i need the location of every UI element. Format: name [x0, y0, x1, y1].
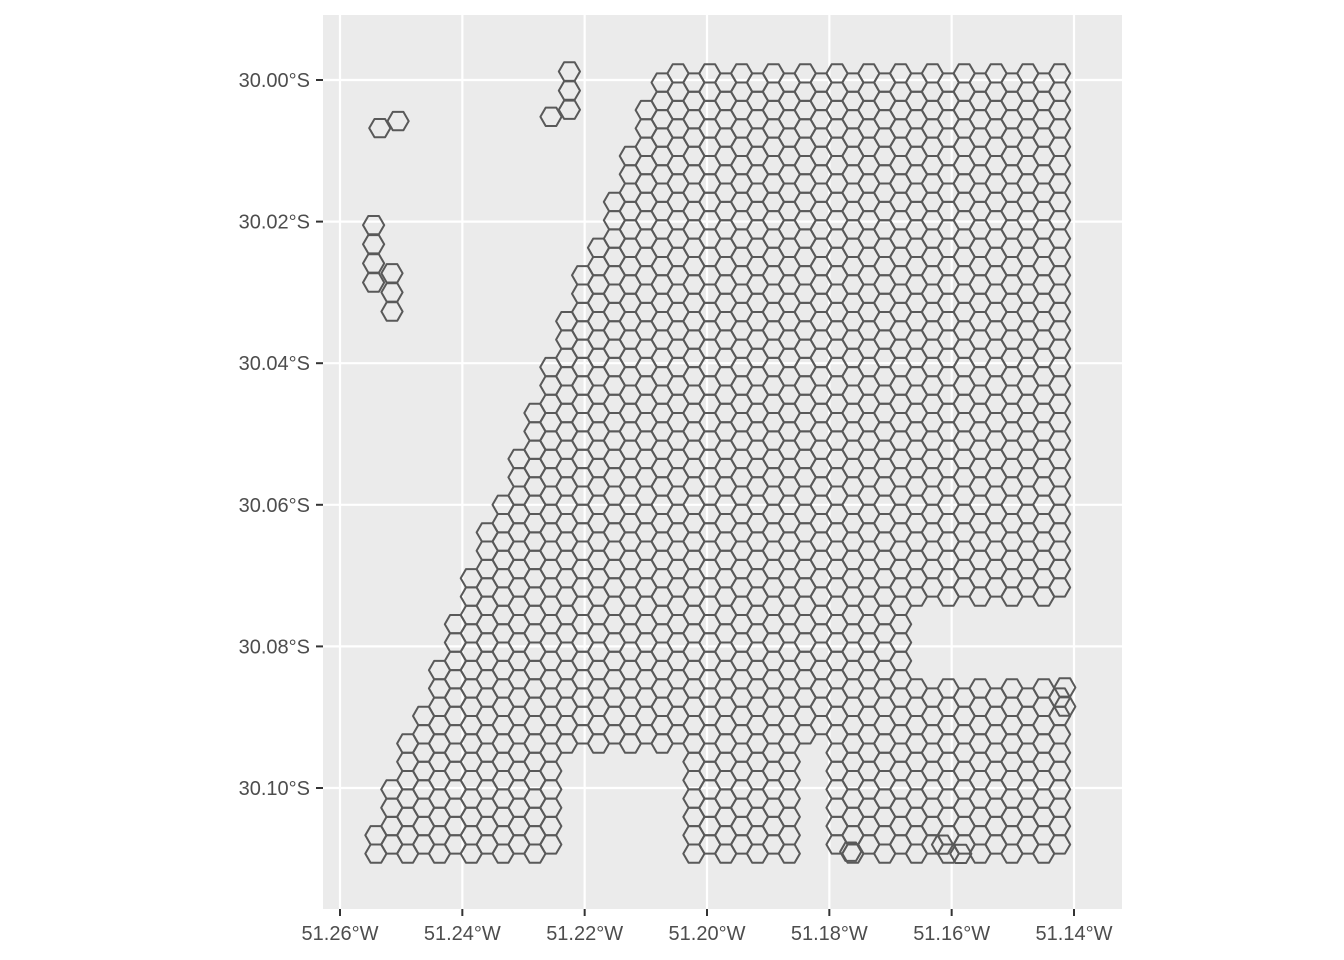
- y-tick-label: 30.02°S: [239, 212, 310, 234]
- x-axis: 51.26°W 51.24°W 51.22°W 51.20°W 51.18°W 51.16…: [302, 909, 1113, 945]
- y-tick-label: 30.08°S: [239, 636, 310, 658]
- hexagon-cell: [949, 843, 973, 864]
- hexagon-cell: [777, 843, 801, 864]
- hexagon-layer: [362, 61, 1077, 864]
- y-tick-label: 30.10°S: [239, 778, 310, 800]
- x-tick-label: 51.24°W: [424, 923, 501, 945]
- hexagon-cell: [386, 110, 410, 132]
- y-tick-label: 30.00°S: [239, 70, 310, 92]
- hexagon-cell: [1053, 696, 1077, 717]
- hexagon-cell: [368, 118, 392, 139]
- y-tick-label: 30.06°S: [239, 495, 310, 517]
- x-tick-label: 51.16°W: [913, 923, 990, 945]
- x-tick-label: 51.20°W: [669, 923, 746, 945]
- hexagon-cell: [1048, 834, 1072, 855]
- x-tick-label: 51.26°W: [302, 923, 379, 945]
- x-tick-label: 51.18°W: [791, 923, 868, 945]
- hexagon-cell: [380, 301, 404, 322]
- hexagon-cell: [539, 106, 563, 127]
- y-axis: 30.00°S 30.02°S 30.04°S 30.06°S 30.08°S 30.10…: [239, 70, 323, 800]
- plot-panel: [323, 15, 1122, 909]
- hexagon-cell: [1048, 577, 1072, 598]
- hexagon-cell: [930, 834, 955, 855]
- x-tick-label: 51.22°W: [546, 923, 623, 945]
- hexagon-cell: [362, 272, 386, 293]
- hexagon-cell: [557, 99, 581, 120]
- hexagon-cell: [539, 834, 563, 855]
- hexagon-cell: [839, 841, 863, 862]
- x-tick-label: 51.14°W: [1036, 923, 1113, 945]
- y-tick-label: 30.04°S: [239, 353, 310, 375]
